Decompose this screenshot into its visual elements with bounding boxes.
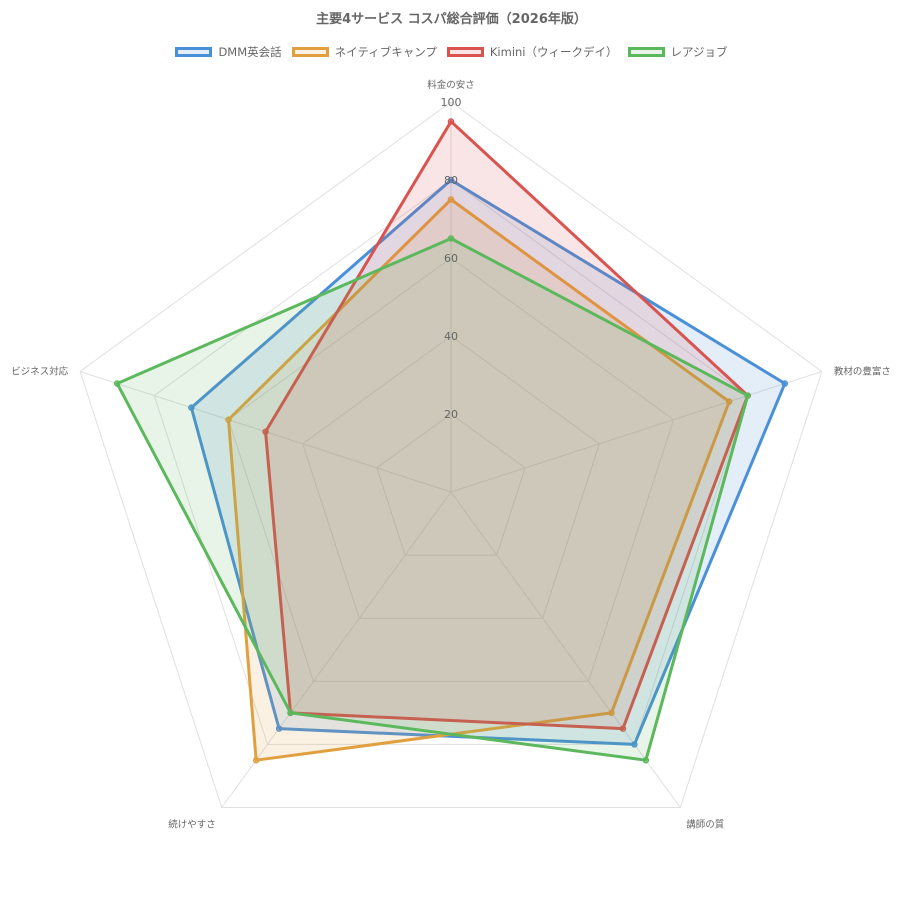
legend-swatch-kimini bbox=[446, 47, 484, 57]
tick-label-20: 20 bbox=[444, 408, 458, 421]
series-0-point-0[interactable] bbox=[447, 176, 455, 184]
legend-label-nativecamp: ネイティブキャンプ bbox=[334, 45, 437, 59]
series-0-point-2[interactable] bbox=[631, 741, 638, 748]
series-3-point-3[interactable] bbox=[287, 709, 294, 717]
legend: DMM英会話 ネイティブキャンプ Kimini（ウィークデイ） レアジョブ bbox=[0, 44, 903, 60]
legend-swatch-dmm bbox=[175, 47, 213, 57]
legend-item-rarejob[interactable]: レアジョブ bbox=[627, 44, 728, 60]
legend-item-kimini[interactable]: Kimini（ウィークデイ） bbox=[446, 44, 618, 60]
grid-ring-20 bbox=[376, 413, 526, 556]
series-0-point-1[interactable] bbox=[781, 380, 789, 387]
legend-item-nativecamp[interactable]: ネイティブキャンプ bbox=[291, 44, 437, 60]
legend-swatch-rarejob bbox=[627, 47, 665, 57]
tick-label-100: 100 bbox=[441, 96, 462, 109]
axis-label-3: 続けやすさ bbox=[168, 819, 216, 831]
grid-ring-80 bbox=[153, 179, 749, 745]
series-2-point-2[interactable] bbox=[619, 725, 627, 732]
series-1-point-4[interactable] bbox=[225, 416, 232, 423]
series-3-point-1[interactable] bbox=[744, 392, 751, 399]
legend-label-kimini: Kimini（ウィークデイ） bbox=[489, 45, 618, 59]
series-3-point-2[interactable] bbox=[642, 756, 650, 764]
series-2-point-4[interactable] bbox=[262, 428, 269, 435]
series-3-point-0[interactable] bbox=[447, 235, 455, 242]
series-1-point-3[interactable] bbox=[252, 756, 260, 764]
grid-ring-40 bbox=[302, 335, 600, 619]
grid-spoke-1 bbox=[450, 371, 823, 493]
series-area-3[interactable] bbox=[115, 237, 750, 762]
series-area-0[interactable] bbox=[189, 178, 787, 746]
series-0-point-4[interactable] bbox=[188, 404, 195, 411]
axis-label-1: 教材の豊富さ bbox=[834, 365, 891, 377]
grid-ring-60 bbox=[227, 257, 675, 682]
tick-label-40: 40 bbox=[444, 330, 458, 343]
chart-title: 主要4サービス コスパ総合評価（2026年版） bbox=[316, 12, 587, 27]
series-0-point-3[interactable] bbox=[275, 725, 283, 732]
axis-label-2: 講師の質 bbox=[686, 819, 724, 831]
legend-label-dmm: DMM英会話 bbox=[218, 45, 282, 59]
series-1-point-2[interactable] bbox=[608, 709, 615, 717]
legend-item-dmm[interactable]: DMM英会話 bbox=[175, 44, 282, 60]
tick-label-60: 60 bbox=[444, 252, 458, 265]
grid-spoke-2 bbox=[450, 491, 681, 808]
series-1-point-1[interactable] bbox=[725, 398, 733, 405]
series-layer bbox=[113, 118, 789, 764]
series-area-2[interactable] bbox=[264, 120, 750, 731]
tick-label-80: 80 bbox=[444, 174, 458, 187]
axis-label-0: 料金の安さ bbox=[427, 79, 475, 91]
grid-spoke-3 bbox=[221, 491, 452, 808]
grid-ring-100 bbox=[79, 101, 823, 809]
axis-label-4: ビジネス対応 bbox=[11, 365, 69, 377]
series-3-point-4[interactable] bbox=[113, 380, 121, 387]
series-area-1[interactable] bbox=[226, 198, 731, 762]
series-1-point-0[interactable] bbox=[447, 196, 455, 203]
legend-swatch-nativecamp bbox=[291, 47, 329, 57]
legend-label-rarejob: レアジョブ bbox=[670, 45, 728, 59]
series-2-point-0[interactable] bbox=[447, 118, 455, 125]
